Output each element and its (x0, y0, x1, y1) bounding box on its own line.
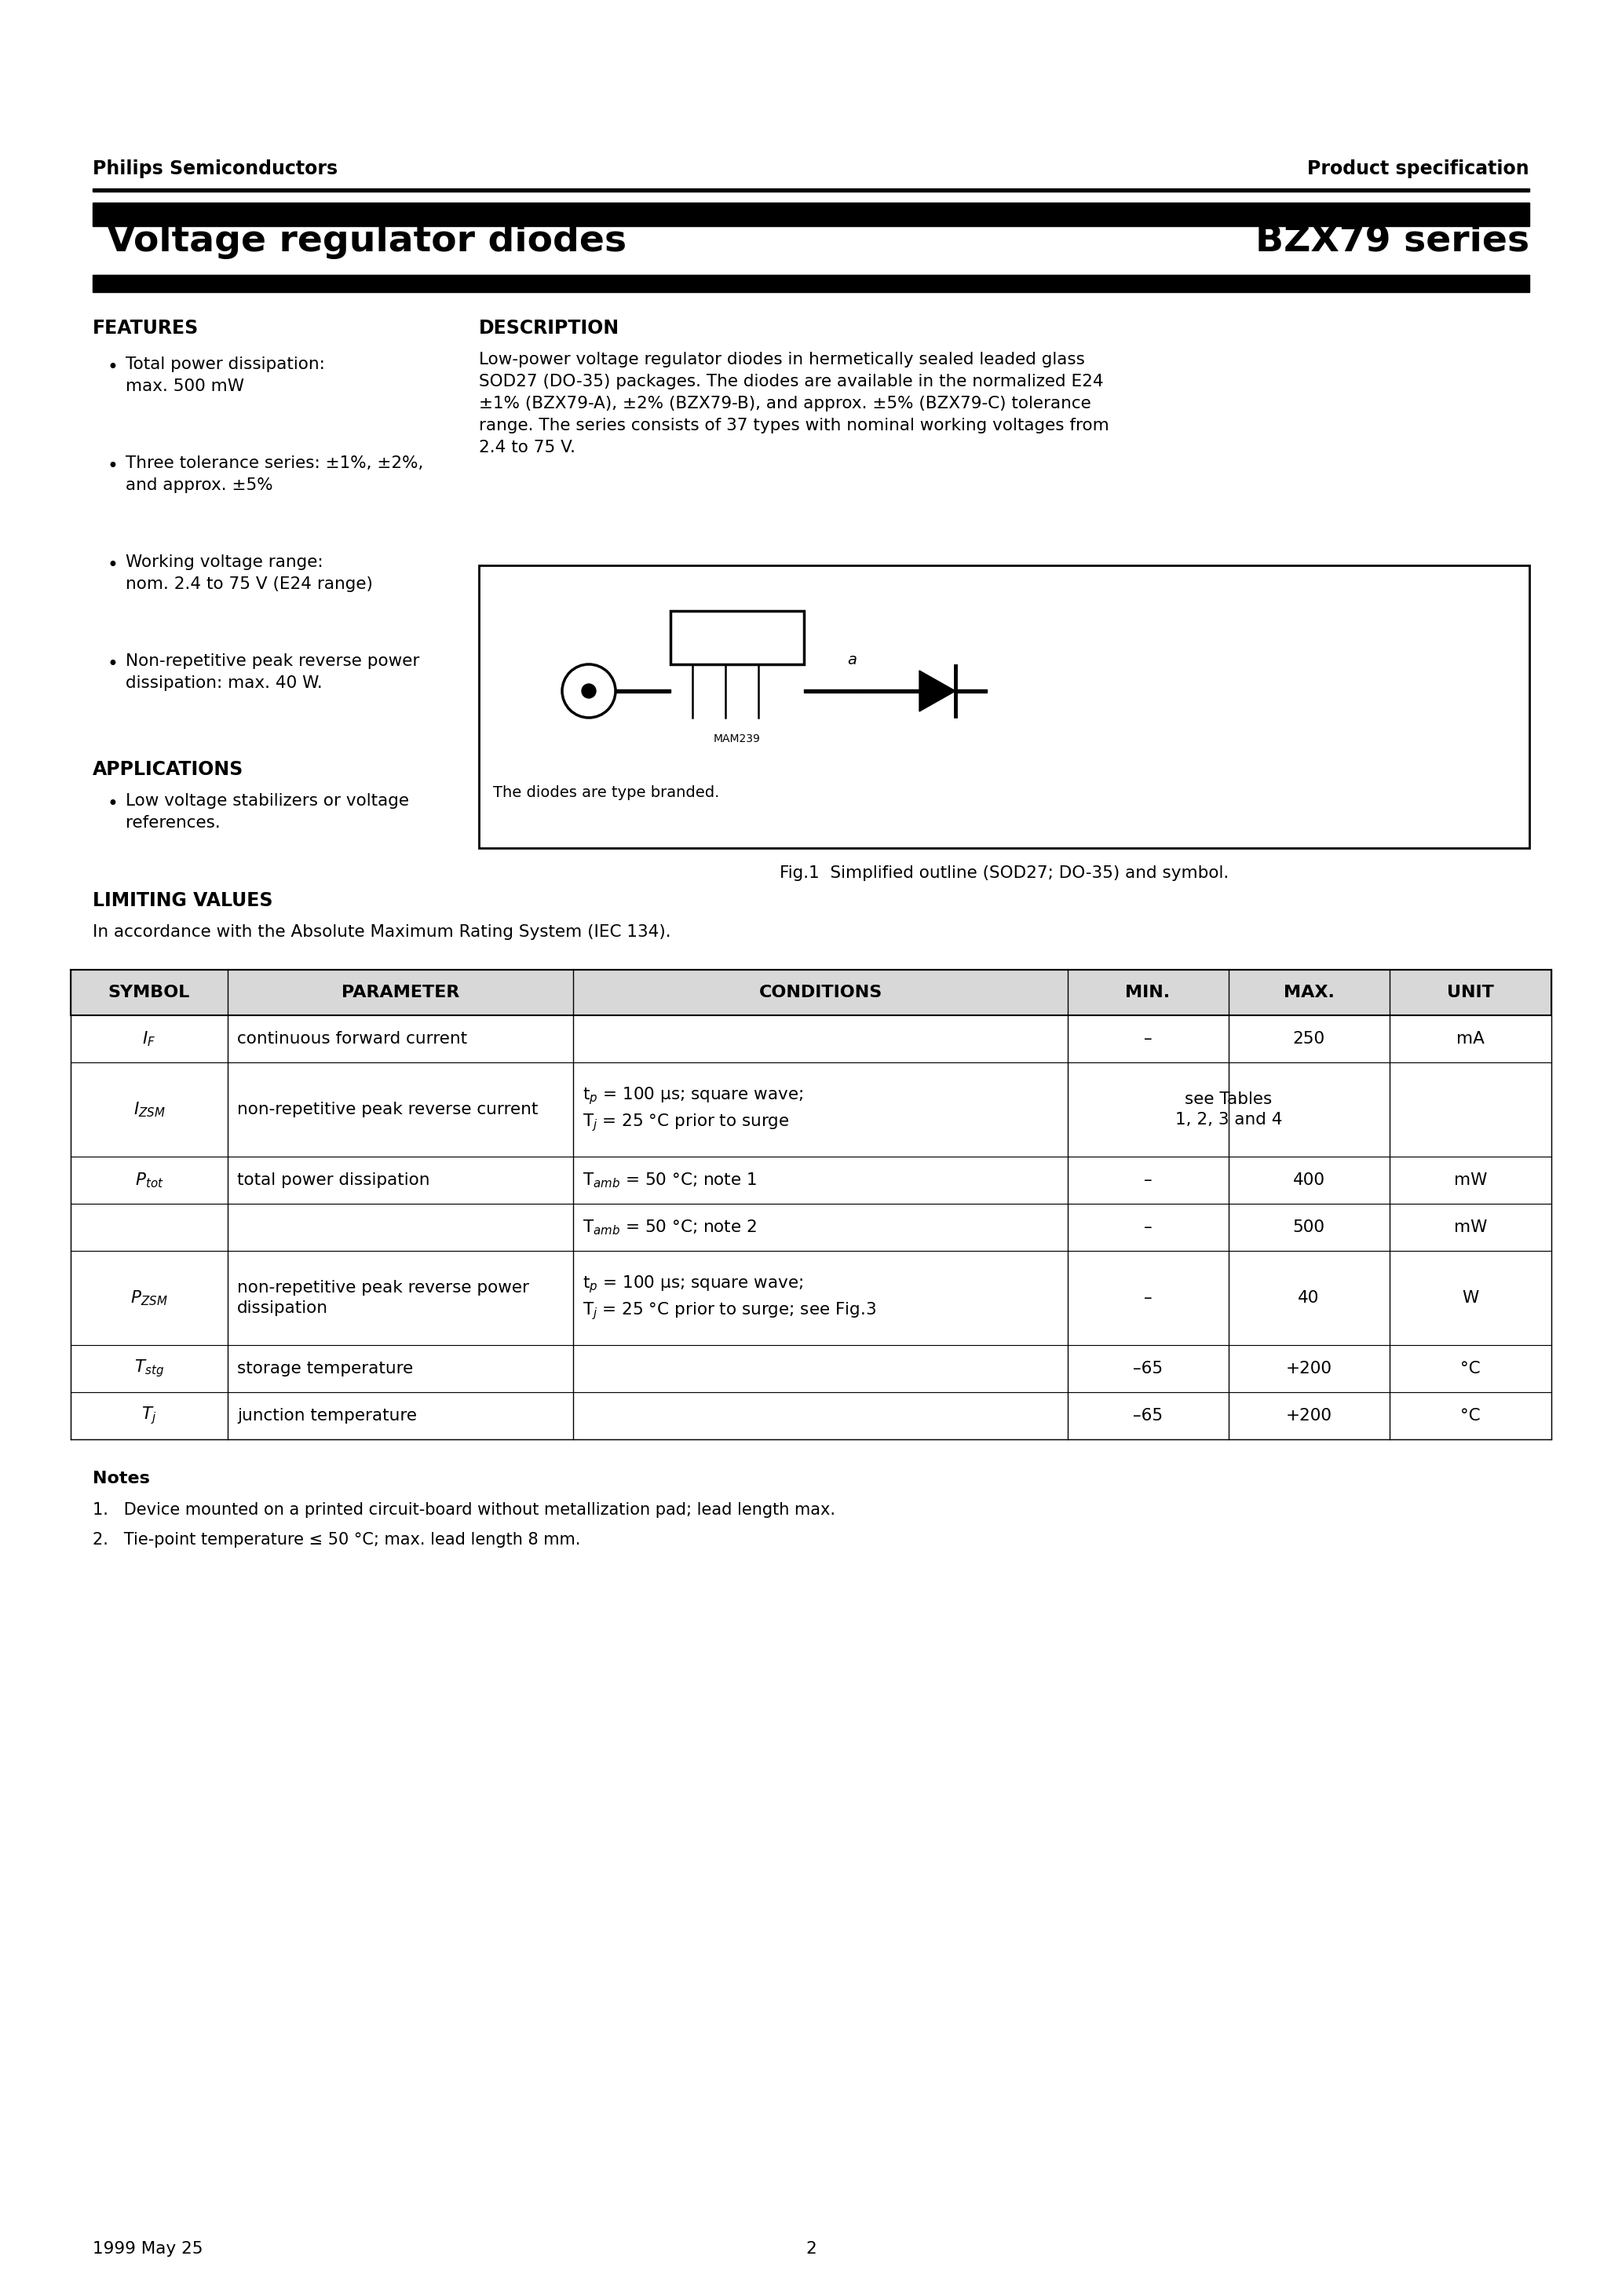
Text: •: • (107, 457, 118, 475)
Text: FEATURES: FEATURES (92, 319, 200, 338)
Text: BZX79 series: BZX79 series (1255, 223, 1530, 259)
Text: UNIT: UNIT (1447, 985, 1494, 1001)
Text: I$_{ZSM}$: I$_{ZSM}$ (133, 1100, 165, 1118)
Text: •: • (107, 794, 118, 813)
Text: continuous forward current: continuous forward current (237, 1031, 467, 1047)
Text: MIN.: MIN. (1126, 985, 1169, 1001)
Text: +200: +200 (1286, 1362, 1332, 1378)
Text: •: • (107, 556, 118, 574)
Bar (71, 1391, 1551, 1440)
Text: 40: 40 (1298, 1290, 1319, 1306)
Text: Low-power voltage regulator diodes in hermetically sealed leaded glass
SOD27 (DO: Low-power voltage regulator diodes in he… (478, 351, 1109, 455)
Bar (71, 1203, 1551, 1251)
Text: CONDITIONS: CONDITIONS (759, 985, 882, 1001)
Text: °C: °C (1460, 1362, 1481, 1378)
Text: k: k (675, 652, 683, 668)
Text: mW: mW (1453, 1173, 1487, 1187)
Text: 250: 250 (1293, 1031, 1325, 1047)
Bar (955, 689, 986, 693)
Text: –: – (1144, 1031, 1152, 1047)
Text: T$_{amb}$ = 50 °C; note 2: T$_{amb}$ = 50 °C; note 2 (582, 1219, 757, 1238)
Text: Three tolerance series: ±1%, ±2%,
and approx. ±5%: Three tolerance series: ±1%, ±2%, and ap… (125, 455, 423, 494)
Bar (805, 689, 860, 693)
Text: 400: 400 (1293, 1173, 1325, 1187)
Text: 2.   Tie-point temperature ≤ 50 °C; max. lead length 8 mm.: 2. Tie-point temperature ≤ 50 °C; max. l… (92, 1531, 581, 1548)
Bar (71, 1157, 1551, 1203)
Text: storage temperature: storage temperature (237, 1362, 414, 1378)
Bar (71, 1345, 1551, 1391)
Text: APPLICATIONS: APPLICATIONS (92, 760, 243, 778)
Text: LIMITING VALUES: LIMITING VALUES (92, 891, 272, 909)
Text: –65: –65 (1132, 1362, 1163, 1378)
Bar (670, 611, 805, 664)
Text: PARAMETER: PARAMETER (341, 985, 459, 1001)
Text: a: a (847, 652, 856, 668)
Text: junction temperature: junction temperature (237, 1407, 417, 1424)
Bar (71, 1063, 1551, 1157)
Text: Low voltage stabilizers or voltage
references.: Low voltage stabilizers or voltage refer… (125, 792, 409, 831)
Text: –: – (1144, 1173, 1152, 1187)
Text: SYMBOL: SYMBOL (109, 985, 190, 1001)
Polygon shape (920, 670, 955, 712)
Text: Product specification: Product specification (1307, 158, 1530, 179)
Text: +200: +200 (1286, 1407, 1332, 1424)
Text: –65: –65 (1132, 1407, 1163, 1424)
Text: DESCRIPTION: DESCRIPTION (478, 319, 620, 338)
Text: I$_F$: I$_F$ (143, 1029, 156, 1047)
Text: The diodes are type branded.: The diodes are type branded. (493, 785, 720, 799)
Text: MAM239: MAM239 (714, 732, 761, 744)
Text: In accordance with the Absolute Maximum Rating System (IEC 134).: In accordance with the Absolute Maximum … (92, 925, 672, 939)
Text: P$_{tot}$: P$_{tot}$ (135, 1171, 164, 1189)
Text: see Tables
1, 2, 3 and 4: see Tables 1, 2, 3 and 4 (1174, 1091, 1283, 1127)
Text: T$_{stg}$: T$_{stg}$ (135, 1359, 164, 1380)
Text: Voltage regulator diodes: Voltage regulator diodes (107, 223, 626, 259)
Bar (71, 1251, 1551, 1345)
Text: 1999 May 25: 1999 May 25 (92, 2241, 203, 2257)
Text: •: • (107, 358, 118, 377)
Text: Fig.1  Simplified outline (SOD27; DO-35) and symbol.: Fig.1 Simplified outline (SOD27; DO-35) … (780, 866, 1229, 882)
Text: 2: 2 (806, 2241, 816, 2257)
Bar (478, 565, 1530, 847)
Text: non-repetitive peak reverse power
dissipation: non-repetitive peak reverse power dissip… (237, 1279, 529, 1316)
Text: Notes: Notes (92, 1472, 149, 1486)
Text: total power dissipation: total power dissipation (237, 1173, 430, 1187)
Text: 500: 500 (1293, 1219, 1325, 1235)
Text: Working voltage range:
nom. 2.4 to 75 V (E24 range): Working voltage range: nom. 2.4 to 75 V … (125, 553, 373, 592)
Text: Philips Semiconductors: Philips Semiconductors (92, 158, 337, 179)
Text: mA: mA (1457, 1031, 1484, 1047)
Text: 1.   Device mounted on a printed circuit-board without metallization pad; lead l: 1. Device mounted on a printed circuit-b… (92, 1502, 835, 1518)
Bar (92, 202, 1530, 225)
Text: W: W (1461, 1290, 1479, 1306)
Bar (71, 1015, 1551, 1063)
Bar (92, 188, 1530, 191)
Text: •: • (107, 654, 118, 673)
Text: Total power dissipation:
max. 500 mW: Total power dissipation: max. 500 mW (125, 356, 324, 395)
Text: t$_p$ = 100 μs; square wave;
T$_j$ = 25 °C prior to surge: t$_p$ = 100 μs; square wave; T$_j$ = 25 … (582, 1086, 803, 1134)
Circle shape (582, 684, 595, 698)
Text: Non-repetitive peak reverse power
dissipation: max. 40 W.: Non-repetitive peak reverse power dissip… (125, 654, 420, 691)
Text: T$_j$: T$_j$ (141, 1405, 157, 1426)
Text: –: – (1144, 1219, 1152, 1235)
Bar (71, 969, 1551, 1015)
Bar (615, 689, 670, 693)
Text: t$_p$ = 100 μs; square wave;
T$_j$ = 25 °C prior to surge; see Fig.3: t$_p$ = 100 μs; square wave; T$_j$ = 25 … (582, 1274, 876, 1322)
Text: °C: °C (1460, 1407, 1481, 1424)
Text: –: – (1144, 1290, 1152, 1306)
Text: MAX.: MAX. (1283, 985, 1335, 1001)
Bar (860, 689, 920, 693)
Text: T$_{amb}$ = 50 °C; note 1: T$_{amb}$ = 50 °C; note 1 (582, 1171, 757, 1189)
Text: P$_{ZSM}$: P$_{ZSM}$ (130, 1288, 167, 1306)
Bar (92, 276, 1530, 292)
Text: non-repetitive peak reverse current: non-repetitive peak reverse current (237, 1102, 539, 1118)
Text: mW: mW (1453, 1219, 1487, 1235)
